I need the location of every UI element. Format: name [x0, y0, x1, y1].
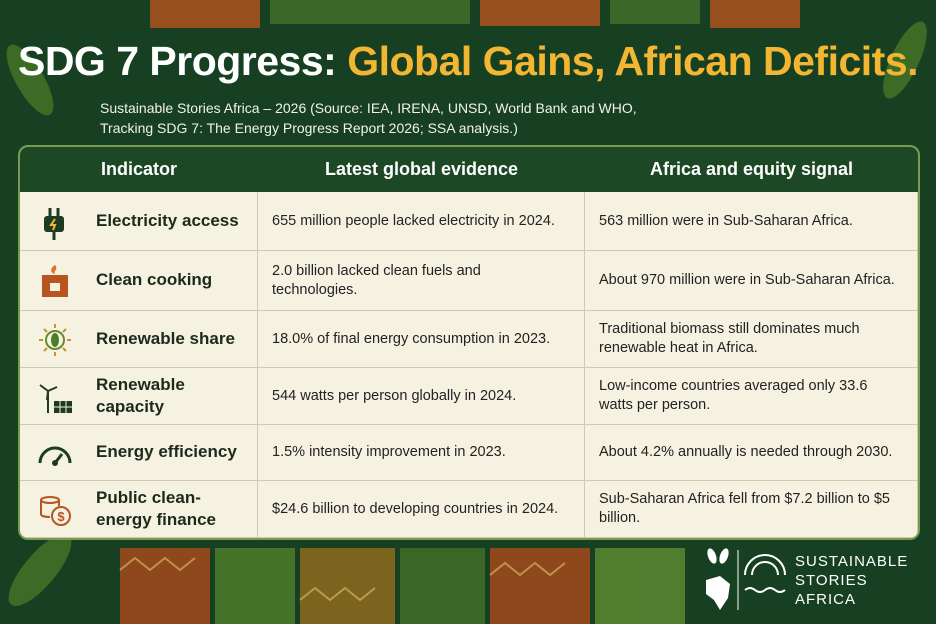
- cell-text: 2.0 billion lacked clean fuels and techn…: [258, 251, 585, 311]
- row-icon: [38, 446, 72, 466]
- row-icon: $: [40, 495, 71, 526]
- cell-text: $24.6 billion to developing countries in…: [258, 481, 585, 538]
- indicator: Renewable share: [20, 311, 258, 368]
- indicator: Energy efficiency: [20, 425, 258, 481]
- cell-text: Traditional biomass still dominates much…: [585, 311, 918, 368]
- cell-text: Sub-Saharan Africa fell from $7.2 billio…: [585, 481, 918, 538]
- logo-text: SUSTAINABLE: [795, 553, 909, 570]
- indicator: Clean cooking: [20, 251, 258, 311]
- cell-text: 544 watts per person globally in 2024.: [258, 368, 585, 425]
- cell-text: 655 million people lacked electricity in…: [258, 192, 585, 251]
- cell-text: 18.0% of final energy consumption in 202…: [258, 311, 585, 368]
- row-icon: [39, 383, 72, 413]
- logo-text: STORIES: [795, 572, 868, 589]
- svg-text:$: $: [57, 509, 65, 524]
- indicator: Public clean-energy finance: [20, 481, 258, 538]
- logo-text: AFRICA: [795, 591, 857, 608]
- table: Indicator Latest global evidence Africa an…: [18, 145, 920, 540]
- cell-text: About 970 million were in Sub-Saharan Af…: [585, 251, 918, 311]
- indicator: Renewable capacity: [20, 368, 258, 425]
- column-header: Africa and equity signal: [585, 147, 918, 192]
- row-icon: [44, 207, 64, 240]
- title-yellow: Global Gains, African Deficits.: [347, 38, 919, 84]
- subtitle: Tracking SDG 7: The Energy Progress Repo…: [100, 120, 518, 136]
- title: SDG 7 Progress: Global Gains, African De…: [0, 38, 936, 85]
- cell-text: 563 million were in Sub-Saharan Africa.: [585, 192, 918, 251]
- subtitle: Sustainable Stories Africa – 2026 (Sourc…: [100, 100, 637, 116]
- cell-text: 1.5% intensity improvement in 2023.: [258, 425, 585, 481]
- row-icon: [42, 265, 68, 297]
- indicator: Electricity access: [20, 192, 258, 251]
- column-header: Indicator: [20, 147, 259, 192]
- cell-text: About 4.2% annually is needed through 20…: [585, 425, 918, 481]
- column-header: Latest global evidence: [258, 147, 586, 192]
- row-icon: [39, 323, 71, 356]
- title-white: SDG 7 Progress:: [17, 38, 337, 84]
- cell-text: Low-income countries averaged only 33.6 …: [585, 368, 918, 425]
